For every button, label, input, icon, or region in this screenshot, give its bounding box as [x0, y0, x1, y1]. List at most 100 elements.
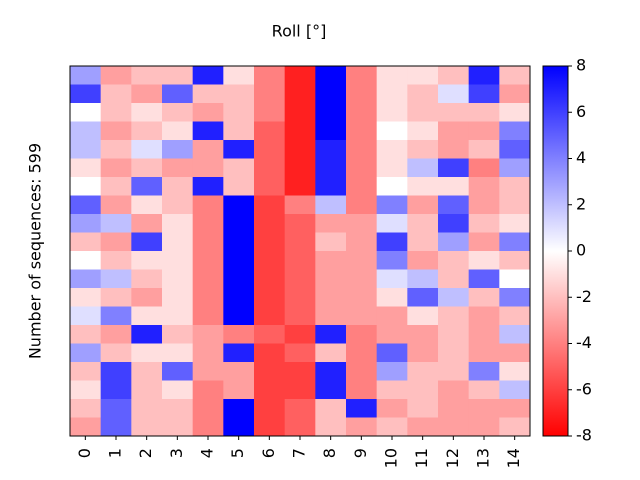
heatmap-cell	[70, 288, 102, 307]
heatmap-cell	[376, 306, 408, 326]
heatmap-cell	[499, 84, 531, 104]
x-tick-label: 2	[136, 448, 155, 458]
heatmap-cell	[192, 399, 224, 418]
heatmap-cell	[192, 195, 224, 215]
heatmap-cell	[223, 399, 255, 418]
heatmap-cell	[468, 399, 500, 418]
heatmap-cell	[131, 214, 163, 233]
heatmap-cell	[131, 84, 163, 104]
x-tick-label: 6	[259, 448, 278, 458]
heatmap-cell	[438, 177, 470, 196]
heatmap-cell	[346, 288, 378, 307]
heatmap-cell	[468, 362, 500, 381]
x-tick-label: 0	[75, 448, 94, 458]
x-tick-label: 10	[382, 448, 401, 468]
heatmap-cell	[376, 214, 408, 233]
heatmap-cell	[100, 66, 132, 85]
heatmap-cell	[346, 417, 378, 437]
heatmap-cell	[70, 195, 102, 215]
x-tick-label: 11	[412, 448, 431, 468]
heatmap-cell	[315, 66, 347, 85]
heatmap-cell	[438, 343, 470, 363]
heatmap-cell	[438, 140, 470, 159]
heatmap-cell	[315, 288, 347, 307]
heatmap-cell	[70, 66, 102, 85]
heatmap-cell	[407, 158, 439, 178]
heatmap-cell	[100, 121, 132, 141]
heatmap-cell	[70, 399, 102, 418]
heatmap-cell	[254, 177, 286, 196]
heatmap-cell	[346, 343, 378, 363]
colorbar-tick-label: 8	[576, 56, 586, 75]
heatmap-cell	[131, 343, 163, 363]
heatmap-cell	[100, 362, 132, 381]
colorbar-tick-label: 6	[576, 102, 586, 121]
heatmap-cell	[70, 84, 102, 104]
heatmap-cell	[223, 84, 255, 104]
heatmap-cell	[438, 158, 470, 178]
heatmap-cell	[315, 417, 347, 437]
x-tick-label: 8	[320, 448, 339, 458]
heatmap-cell	[100, 417, 132, 437]
heatmap-cell	[315, 251, 347, 270]
heatmap-cell	[100, 158, 132, 178]
heatmap-cell	[100, 232, 132, 252]
heatmap-cell	[162, 288, 194, 307]
x-tick-label: 7	[290, 448, 309, 458]
heatmap-cell	[100, 214, 132, 233]
heatmap-cell	[376, 121, 408, 141]
heatmap-cell	[100, 269, 132, 289]
heatmap-cell	[223, 214, 255, 233]
heatmap-cell	[254, 269, 286, 289]
heatmap-cell	[499, 325, 531, 344]
heatmap-cell	[162, 140, 194, 159]
heatmap-cell	[438, 214, 470, 233]
heatmap-cell	[192, 177, 224, 196]
heatmap-cell	[70, 103, 102, 122]
heatmap-cell	[499, 214, 531, 233]
heatmap-cell	[100, 380, 132, 400]
heatmap-cell	[162, 269, 194, 289]
heatmap-cell	[284, 269, 316, 289]
heatmap-cell	[315, 195, 347, 215]
heatmap-cell	[468, 269, 500, 289]
heatmap-cell	[438, 121, 470, 141]
colorbar-tick-label: -8	[576, 426, 592, 445]
heatmap-cell	[131, 306, 163, 326]
heatmap-cell	[284, 84, 316, 104]
heatmap-cell	[346, 66, 378, 85]
heatmap-cell	[254, 417, 286, 437]
heatmap-cell	[346, 251, 378, 270]
heatmap-cell	[376, 195, 408, 215]
heatmap-cell	[162, 84, 194, 104]
heatmap-cell	[254, 288, 286, 307]
heatmap-cell	[192, 232, 224, 252]
heatmap-cell	[284, 214, 316, 233]
heatmap-cell	[346, 214, 378, 233]
heatmap-cell	[254, 195, 286, 215]
heatmap-cell	[162, 232, 194, 252]
heatmap-cell	[346, 269, 378, 289]
heatmap-cell	[192, 343, 224, 363]
heatmap-cell	[468, 140, 500, 159]
heatmap-cell	[407, 103, 439, 122]
heatmap-cell	[254, 232, 286, 252]
heatmap-cell	[438, 380, 470, 400]
heatmap-cell	[438, 288, 470, 307]
heatmap-cell	[315, 84, 347, 104]
heatmap-cell	[70, 232, 102, 252]
heatmap-cell	[70, 362, 102, 381]
heatmap-cell	[407, 66, 439, 85]
heatmap-cell	[284, 195, 316, 215]
heatmap-cell	[223, 103, 255, 122]
heatmap-cell	[162, 343, 194, 363]
x-tick-label: 14	[504, 448, 523, 468]
heatmap-cell	[499, 232, 531, 252]
heatmap-cell	[346, 158, 378, 178]
heatmap-cell	[70, 251, 102, 270]
heatmap-cell	[376, 417, 408, 437]
heatmap-cell	[192, 214, 224, 233]
heatmap-cell	[162, 177, 194, 196]
heatmap-cell	[468, 306, 500, 326]
heatmap-cell	[438, 306, 470, 326]
